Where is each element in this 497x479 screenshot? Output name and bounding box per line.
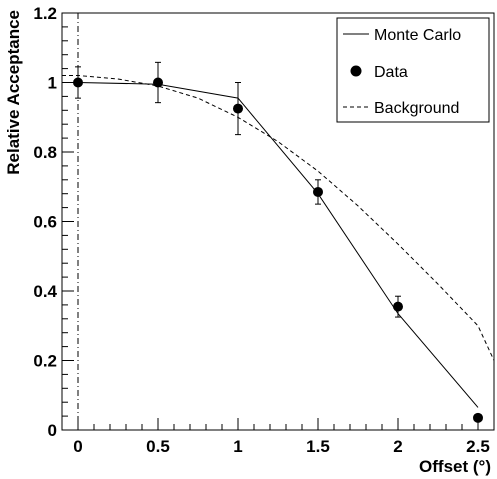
y-tick-label: 0 bbox=[48, 421, 57, 440]
x-tick-label: 1.5 bbox=[306, 437, 330, 456]
y-tick-label: 0.8 bbox=[33, 143, 57, 162]
data-point bbox=[393, 301, 403, 312]
y-tick-label: 0.4 bbox=[33, 282, 57, 301]
x-tick-label: 0 bbox=[73, 437, 82, 456]
data-point bbox=[313, 186, 323, 197]
data-point bbox=[73, 77, 83, 88]
legend-label: Data bbox=[374, 64, 408, 81]
monte-carlo-line bbox=[77, 82, 479, 408]
legend-label: Monte Carlo bbox=[374, 27, 461, 44]
y-tick-label: 0.2 bbox=[33, 352, 57, 371]
legend-box bbox=[336, 17, 490, 123]
data-point bbox=[233, 103, 243, 114]
legend-marker-data bbox=[350, 65, 362, 77]
y-tick-label: 1.2 bbox=[33, 4, 57, 23]
y-tick-label: 1 bbox=[48, 74, 57, 93]
data-point bbox=[473, 412, 483, 423]
background-curve bbox=[62, 75, 495, 361]
data-point bbox=[153, 77, 163, 88]
y-tick-label: 0.6 bbox=[33, 213, 57, 232]
x-tick-label: 0.5 bbox=[146, 437, 170, 456]
x-axis-title: Offset (°) bbox=[419, 457, 491, 476]
x-tick-label: 2.5 bbox=[466, 437, 490, 456]
x-tick-label: 1 bbox=[233, 437, 242, 456]
x-tick-label: 2 bbox=[393, 437, 402, 456]
legend-label: Background bbox=[374, 100, 459, 117]
y-axis-title: Relative Acceptance bbox=[4, 10, 23, 175]
